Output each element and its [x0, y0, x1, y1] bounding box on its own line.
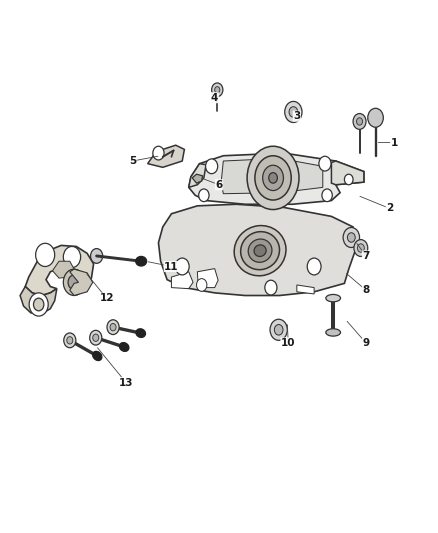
Circle shape — [357, 244, 364, 252]
Circle shape — [343, 228, 360, 247]
Ellipse shape — [136, 256, 147, 266]
Polygon shape — [148, 145, 184, 167]
Text: 10: 10 — [281, 338, 296, 348]
Ellipse shape — [240, 232, 279, 270]
Circle shape — [247, 146, 299, 209]
Polygon shape — [192, 174, 202, 183]
Ellipse shape — [326, 294, 340, 302]
Text: 11: 11 — [164, 262, 179, 271]
Text: 2: 2 — [386, 204, 393, 214]
Circle shape — [274, 325, 283, 335]
Ellipse shape — [326, 329, 340, 336]
Circle shape — [67, 337, 73, 344]
Circle shape — [368, 108, 383, 127]
Circle shape — [64, 246, 81, 268]
Text: 7: 7 — [362, 251, 370, 261]
Polygon shape — [332, 161, 364, 185]
Circle shape — [199, 189, 209, 201]
Circle shape — [107, 320, 119, 335]
Circle shape — [215, 87, 220, 93]
Text: 6: 6 — [215, 180, 223, 190]
Circle shape — [64, 269, 85, 295]
Text: 12: 12 — [99, 293, 114, 303]
Circle shape — [270, 319, 287, 341]
Circle shape — [197, 279, 207, 292]
Circle shape — [64, 333, 76, 348]
Text: 4: 4 — [211, 93, 219, 103]
Circle shape — [344, 174, 353, 185]
Ellipse shape — [234, 225, 286, 276]
Circle shape — [269, 173, 277, 183]
Polygon shape — [189, 153, 364, 204]
Circle shape — [263, 165, 283, 191]
Text: 8: 8 — [362, 285, 370, 295]
Circle shape — [285, 101, 302, 123]
Polygon shape — [198, 269, 218, 288]
Circle shape — [35, 243, 55, 266]
Circle shape — [91, 248, 102, 263]
Polygon shape — [221, 158, 323, 193]
Circle shape — [353, 114, 366, 130]
Ellipse shape — [93, 351, 102, 360]
Polygon shape — [159, 204, 355, 295]
Circle shape — [265, 280, 277, 295]
Circle shape — [255, 156, 291, 200]
Polygon shape — [171, 272, 193, 289]
Circle shape — [289, 107, 298, 117]
Polygon shape — [189, 164, 206, 188]
Circle shape — [205, 159, 218, 174]
Text: 9: 9 — [363, 338, 370, 348]
Circle shape — [212, 83, 223, 96]
Ellipse shape — [254, 245, 266, 256]
Ellipse shape — [248, 239, 272, 262]
Circle shape — [90, 330, 102, 345]
Circle shape — [357, 118, 363, 125]
Text: 1: 1 — [391, 138, 398, 148]
Circle shape — [153, 146, 164, 160]
Circle shape — [29, 293, 48, 316]
Polygon shape — [25, 245, 94, 295]
Text: 3: 3 — [293, 111, 300, 121]
Circle shape — [68, 275, 80, 290]
Text: 13: 13 — [119, 377, 133, 387]
Circle shape — [354, 240, 368, 256]
Polygon shape — [70, 269, 93, 295]
Circle shape — [33, 298, 44, 311]
Ellipse shape — [120, 343, 129, 351]
Circle shape — [322, 189, 332, 201]
Circle shape — [175, 258, 189, 275]
Ellipse shape — [136, 329, 145, 337]
Circle shape — [319, 156, 331, 171]
Polygon shape — [53, 261, 74, 278]
Circle shape — [110, 324, 116, 331]
Circle shape — [93, 334, 99, 342]
Polygon shape — [297, 285, 314, 294]
Circle shape — [307, 258, 321, 275]
Text: 5: 5 — [129, 156, 136, 166]
Polygon shape — [20, 287, 57, 314]
Circle shape — [347, 233, 355, 242]
